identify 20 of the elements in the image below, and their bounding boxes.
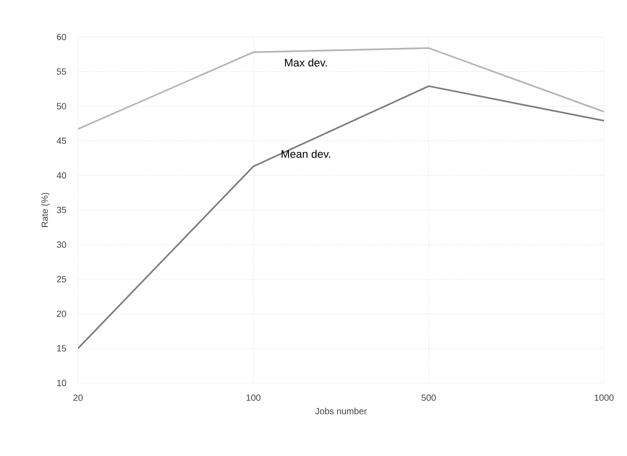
y-tick-label: 50: [56, 103, 66, 110]
x-tick-label: 20: [73, 394, 83, 401]
y-tick-label: 15: [57, 345, 66, 352]
y-tick-label: 40: [56, 172, 66, 179]
series-label: Mean dev.: [282, 150, 330, 158]
y-tick-label: 55: [56, 68, 66, 75]
y-tick-label: 35: [56, 206, 66, 214]
x-tick-label: 100: [246, 394, 260, 401]
x-tick-label: 500: [422, 394, 436, 401]
y-tick-label: 20: [56, 310, 66, 317]
series-label: Max dev.: [285, 58, 327, 67]
y-tick-label: 10: [57, 380, 66, 386]
y-tick-label: 30: [56, 241, 66, 248]
y-axis-title: Rate (%): [41, 192, 50, 227]
y-tick-label: 25: [56, 276, 66, 282]
y-tick-label: 60: [56, 34, 66, 40]
line-series: [78, 85, 604, 350]
y-tick-label: 45: [56, 138, 66, 144]
x-tick-label: 1000: [594, 394, 614, 401]
x-axis-title: Jobs number: [315, 408, 367, 414]
